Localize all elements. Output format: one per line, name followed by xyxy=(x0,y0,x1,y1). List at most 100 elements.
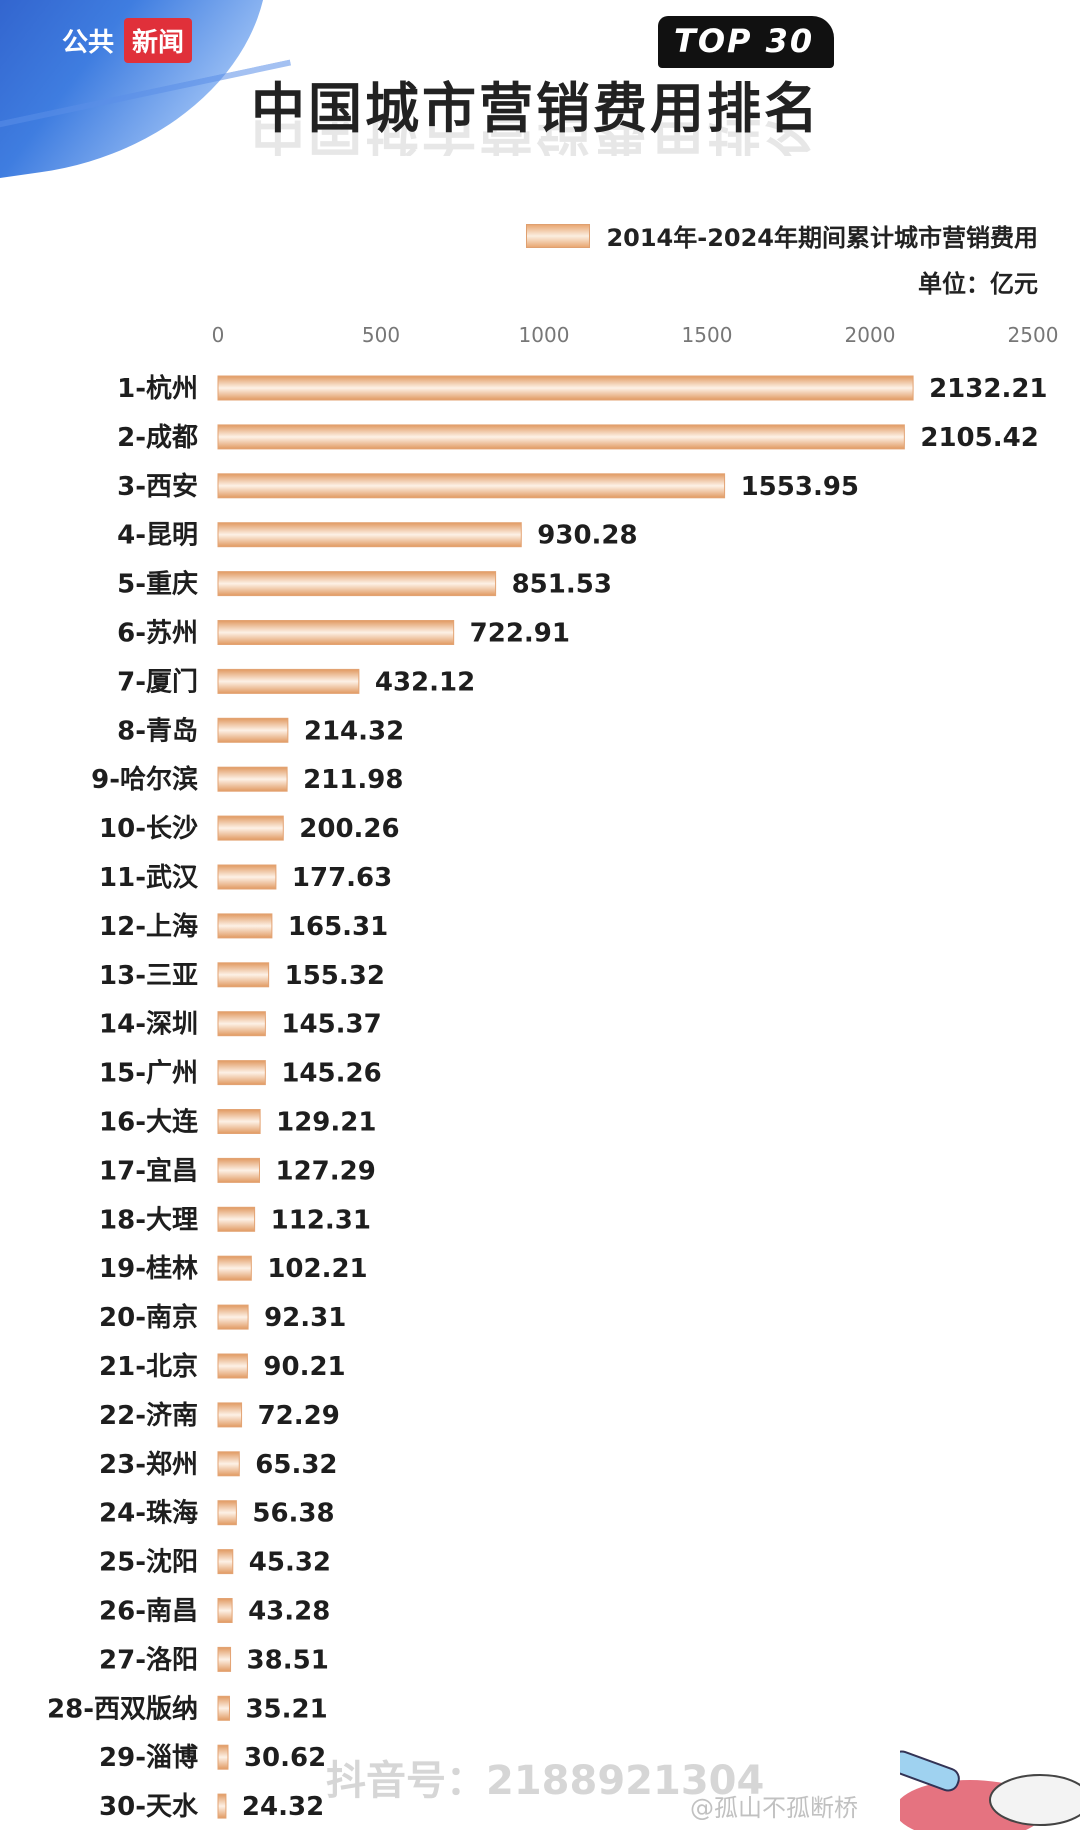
value-label: 214.32 xyxy=(304,716,404,746)
bar xyxy=(217,1793,227,1819)
value-label: 35.21 xyxy=(245,1694,327,1724)
value-label: 155.32 xyxy=(285,961,385,991)
value-label: 72.29 xyxy=(258,1401,340,1431)
category-label: 5-重庆 xyxy=(117,569,198,600)
category-label: 15-广州 xyxy=(99,1059,198,1089)
value-label: 200.26 xyxy=(299,814,399,844)
category-labels: 1-杭州 2-成都 3-西安 4-昆明 5-重庆 6-苏州 7-厦门 8-青岛 9-哈尔滨 10-… xyxy=(47,373,199,1822)
bar xyxy=(217,473,726,499)
category-label: 8-青岛 xyxy=(117,715,198,746)
legend-swatch xyxy=(526,223,591,248)
legend-label: 2014年-2024年期间累计城市营销费用 xyxy=(606,224,1038,252)
bar xyxy=(217,571,497,597)
x-tick-label: 2500 xyxy=(1008,323,1059,347)
bar xyxy=(217,1451,240,1477)
bar xyxy=(217,1353,248,1379)
value-label: 1553.95 xyxy=(741,472,859,502)
value-label: 145.37 xyxy=(281,1010,381,1040)
value-label: 127.29 xyxy=(275,1156,375,1186)
channel-logo-right: 新闻 xyxy=(124,18,193,63)
douyin-watermark: 抖音号：2188921304 xyxy=(326,1758,765,1804)
unit-label: 单位：亿元 xyxy=(918,270,1038,298)
bar xyxy=(217,1109,261,1134)
bar xyxy=(217,424,905,450)
category-label: 18-大理 xyxy=(99,1205,198,1235)
value-label: 177.63 xyxy=(292,863,392,893)
category-label: 2-成都 xyxy=(117,423,198,453)
bar xyxy=(217,1060,266,1086)
value-label: 90.21 xyxy=(263,1352,345,1382)
category-label: 25-沈阳 xyxy=(99,1548,198,1578)
bar xyxy=(217,620,455,645)
bar xyxy=(217,1646,232,1672)
page-title: 中国城市营销费用排名 xyxy=(251,77,821,140)
channel-logo-left: 公共 xyxy=(62,28,115,58)
category-label: 19-桂林 xyxy=(99,1254,198,1284)
x-tick-label: 2000 xyxy=(845,323,896,347)
category-label: 26-南昌 xyxy=(99,1597,198,1627)
value-label: 24.32 xyxy=(242,1792,324,1822)
value-label: 432.12 xyxy=(375,667,475,697)
x-tick-label: 1500 xyxy=(682,323,733,347)
x-tick-label: 500 xyxy=(362,323,400,347)
category-label: 12-上海 xyxy=(99,912,198,942)
bar xyxy=(217,375,914,401)
bar xyxy=(217,1744,229,1770)
bar xyxy=(217,1206,256,1232)
value-label: 92.31 xyxy=(264,1303,346,1333)
x-axis-ticks: 0 500 1000 1500 2000 2500 xyxy=(212,323,1059,347)
category-label: 23-郑州 xyxy=(99,1450,198,1480)
value-labels: 2132.21 2105.42 1553.95 930.28 851.53 722.91 4… xyxy=(242,374,1048,1822)
legend: 2014年-2024年期间累计城市营销费用 xyxy=(526,218,1038,253)
bar xyxy=(217,815,284,841)
bar xyxy=(217,1304,249,1330)
category-label: 30-天水 xyxy=(99,1792,199,1822)
value-label: 165.31 xyxy=(288,912,388,942)
bar xyxy=(217,717,289,743)
value-label: 56.38 xyxy=(252,1499,334,1529)
category-label: 7-厦门 xyxy=(117,667,198,697)
category-label: 3-西安 xyxy=(117,472,198,502)
bar xyxy=(217,522,522,548)
value-label: 930.28 xyxy=(537,521,637,551)
bars-group xyxy=(217,375,914,1819)
cartoon-decoration xyxy=(900,1750,1080,1830)
value-label: 129.21 xyxy=(276,1108,376,1138)
bar xyxy=(217,864,277,890)
category-label: 29-淄博 xyxy=(99,1743,198,1773)
bar xyxy=(217,1598,233,1623)
top-badge: TOP 30 xyxy=(658,16,835,68)
bar xyxy=(217,1157,260,1183)
bar xyxy=(217,1695,230,1721)
category-label: 28-西双版纳 xyxy=(47,1693,198,1724)
category-label: 9-哈尔滨 xyxy=(91,764,198,795)
bar xyxy=(217,1402,243,1428)
x-tick-label: 1000 xyxy=(519,323,570,347)
bar xyxy=(217,913,273,939)
category-label: 22-济南 xyxy=(99,1401,198,1431)
x-tick-label: 0 xyxy=(212,323,225,347)
value-label: 45.32 xyxy=(249,1548,331,1578)
bar xyxy=(217,962,270,988)
bar xyxy=(217,1011,266,1037)
category-label: 6-苏州 xyxy=(117,619,198,649)
bar xyxy=(217,766,288,792)
category-label: 27-洛阳 xyxy=(99,1644,198,1675)
category-label: 21-北京 xyxy=(99,1351,198,1382)
category-label: 11-武汉 xyxy=(99,863,199,893)
channel-logo: 公共 新闻 xyxy=(56,18,193,63)
value-label: 145.26 xyxy=(281,1059,381,1089)
value-label: 38.51 xyxy=(247,1645,329,1675)
value-label: 30.62 xyxy=(244,1743,326,1773)
category-label: 13-三亚 xyxy=(99,961,198,991)
weibo-watermark: @孤山不孤断桥 xyxy=(690,1794,858,1822)
value-label: 211.98 xyxy=(303,765,403,795)
value-label: 65.32 xyxy=(255,1450,337,1480)
bar xyxy=(217,1500,237,1526)
value-label: 43.28 xyxy=(248,1597,330,1627)
bar xyxy=(217,1255,252,1281)
category-label: 1-杭州 xyxy=(117,373,198,404)
value-label: 722.91 xyxy=(470,619,570,649)
category-label: 20-南京 xyxy=(99,1302,198,1333)
